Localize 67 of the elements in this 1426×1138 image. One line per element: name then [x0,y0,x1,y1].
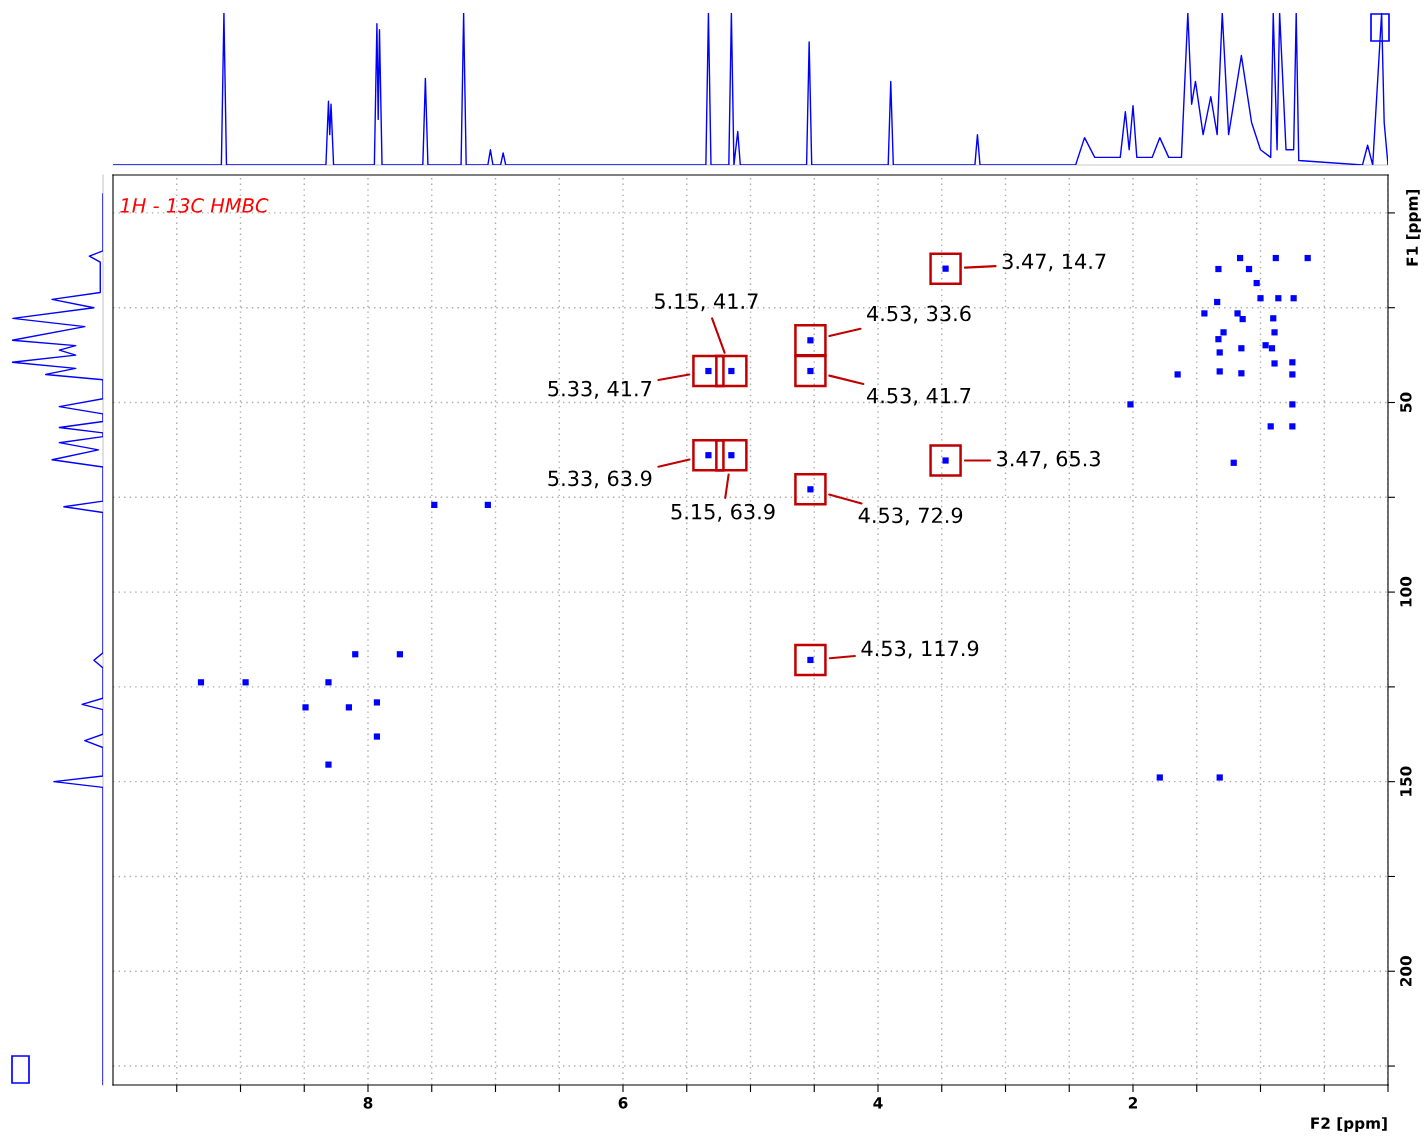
point [197,679,205,686]
point [373,699,381,706]
point [1216,368,1223,375]
point [1267,423,1274,430]
annotation: 4.53, 72.9 [858,507,963,526]
point [1289,423,1296,430]
point [352,651,359,658]
point [1214,298,1221,306]
x-tick-label: 6 [618,1097,628,1109]
point [1290,295,1297,302]
y-tick-label: 100 [1400,576,1412,607]
point [1272,254,1279,262]
point [1289,359,1296,366]
point [1215,265,1222,273]
point [373,733,381,740]
annotation: 5.33, 41.7 [548,380,652,399]
point [1268,345,1276,352]
point [396,651,403,658]
point [242,679,249,686]
point [1234,310,1241,317]
point [1289,371,1296,378]
point [1270,315,1277,322]
annotation: 4.53, 117.9 [861,640,979,659]
point [1236,254,1244,262]
point [431,501,438,508]
point [1262,342,1269,349]
point [1271,360,1278,367]
point [1304,254,1311,262]
annotation: 5.15, 63.9 [671,503,775,522]
annotation: 5.33, 63.9 [548,470,652,489]
point [1239,315,1246,323]
point [1156,774,1163,781]
annotation: 4.53, 33.6 [867,305,971,324]
x-axis-title: F2 [ppm] [1311,1117,1387,1132]
point [1230,459,1237,466]
point [325,761,332,768]
y-axis-title: F1 [ppm] [1406,189,1421,266]
point [1238,345,1245,352]
y-tick-label: 200 [1400,956,1412,986]
point [1271,329,1278,336]
point [1174,371,1181,378]
point [1216,349,1223,356]
annotation: 5.15, 41.7 [654,293,758,312]
annotation: 4.53, 41.7 [867,387,971,406]
point [1253,279,1260,287]
x-tick-label: 4 [873,1097,883,1109]
annotation: 3.47, 14.7 [1002,253,1106,272]
point [302,704,309,711]
point [1257,295,1264,302]
point [345,704,352,711]
y-tick-label: 150 [1400,766,1412,796]
annotation: 3.47, 65.3 [997,450,1100,469]
x-tick-label: 2 [1128,1097,1137,1109]
y-tick-label: 50 [1400,392,1412,412]
point [1220,329,1227,336]
point [1201,310,1208,317]
point [325,679,332,686]
point [1289,401,1296,408]
annotation: 1H - 13C HMBC [120,198,269,213]
point [1216,774,1223,781]
point [1245,265,1253,273]
point [484,501,491,508]
point [1127,401,1134,408]
point [1238,370,1245,377]
x-tick-label: 8 [363,1097,373,1109]
point [1275,295,1282,302]
point [1215,336,1222,343]
